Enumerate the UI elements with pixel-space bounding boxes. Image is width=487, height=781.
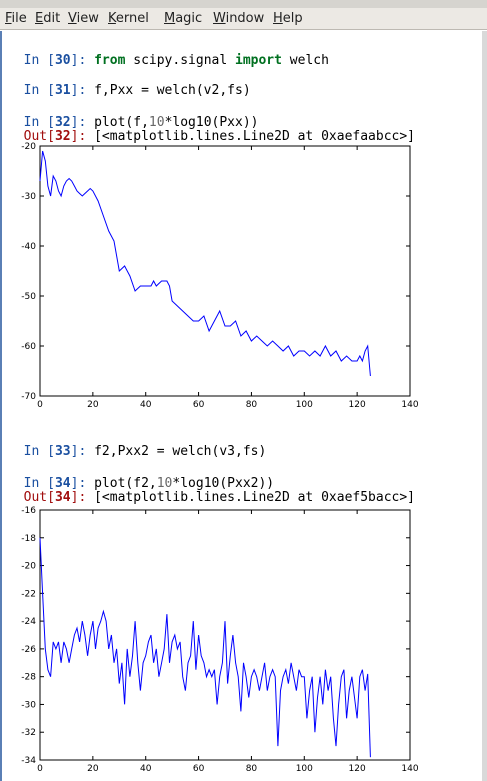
y-tick-label: -30 [21,700,36,710]
menu-file[interactable]: File [5,11,27,26]
input-prompt: In [33]: [23,444,95,459]
keyword-import: import [235,53,282,68]
y-tick-label: -16 [21,506,36,516]
input-line-33[interactable]: In [33]: f2,Pxx2 = welch(v3,fs) [8,429,267,459]
x-tick-label: 60 [193,400,205,410]
code-text: f2,Pxx2 = welch(v3,fs) [94,444,267,459]
plot-1: 0 20 40 60 80 100 120 140 -20 -30 -40 -50 -60 -70 [21,142,419,410]
y-tick-label: -20 [21,562,36,572]
y-tick-label: -18 [21,534,36,544]
y-tick-label: -24 [21,617,36,627]
x-tick-label: 40 [140,764,152,774]
y-tick-label: -26 [21,645,36,655]
x-tick-label: 140 [401,764,418,774]
input-line-30[interactable]: In [30]: from scipy.signal import welch [23,53,329,68]
menu-window[interactable]: Window [213,11,265,26]
x-tick-label: 80 [246,764,258,774]
plot-frame [39,145,411,397]
window-titlebar [0,0,487,8]
menu-bar: File Edit View Kernel Magic Window Help [0,8,487,30]
output-text: [<matplotlib.lines.Line2D at 0xaef5bacc>… [94,490,416,505]
x-tick-label: 120 [349,764,366,774]
x-tick-label: 100 [296,400,313,410]
output-line-34: Out[34]: [<matplotlib.lines.Line2D at 0x… [8,475,415,505]
plot-frame [39,509,411,761]
scrollbar[interactable] [482,31,487,781]
output-text: [<matplotlib.lines.Line2D at 0xaefaabcc>… [94,129,416,144]
y-tick-label: -22 [21,589,36,599]
y-tick-label: -32 [21,728,36,738]
x-tick-label: 40 [140,400,152,410]
x-tick-label: 80 [246,400,258,410]
input-prompt: In [30]: [23,53,95,68]
x-tick-label: 60 [193,764,205,774]
y-tick-label: -28 [21,673,36,683]
menu-view[interactable]: View [68,11,99,26]
x-tick-label: 100 [296,764,313,774]
output-prompt: Out[32]: [23,129,95,144]
menu-help[interactable]: Help [273,11,303,26]
output-prompt: Out[34]: [23,490,95,505]
output-line-32: Out[32]: [<matplotlib.lines.Line2D at 0x… [8,114,415,144]
x-tick-label: 20 [87,400,99,410]
y-tick-label: -20 [21,142,36,152]
menu-magic[interactable]: Magic [164,11,203,26]
series-line [39,150,371,377]
series-line [39,537,371,758]
input-line-31[interactable]: In [31]: f,Pxx = welch(v2,fs) [8,68,251,98]
keyword-from: from [94,53,126,68]
x-tick-label: 120 [349,400,366,410]
x-tick-label: 0 [37,764,43,774]
console-area[interactable] [0,31,487,781]
y-tick-label: -34 [21,756,36,766]
x-tick-label: 140 [401,400,418,410]
input-prompt: In [32]: [23,115,95,130]
x-tick-label: 20 [87,764,99,774]
y-tick-label: -70 [21,392,36,402]
input-prompt: In [34]: [23,476,95,491]
input-line-32[interactable]: In [32]: plot(f,10*log10(Pxx)) [23,115,259,130]
menu-edit[interactable]: Edit [35,11,61,26]
code-text: f,Pxx = welch(v2,fs) [94,83,251,98]
y-tick-label: -60 [21,342,36,352]
x-tick-label: 0 [37,400,43,410]
plot-2: 0 20 40 60 80 100 120 140 -16 -18 -20 -22 -24 -26 -28 -… [21,506,419,774]
input-prompt: In [31]: [23,83,95,98]
y-tick-label: -50 [21,292,36,302]
input-line-34[interactable]: In [34]: plot(f2,10*log10(Pxx2)) [23,476,275,491]
y-tick-label: -40 [21,242,36,252]
menu-kernel[interactable]: Kernel [108,11,149,26]
y-tick-label: -30 [21,192,36,202]
